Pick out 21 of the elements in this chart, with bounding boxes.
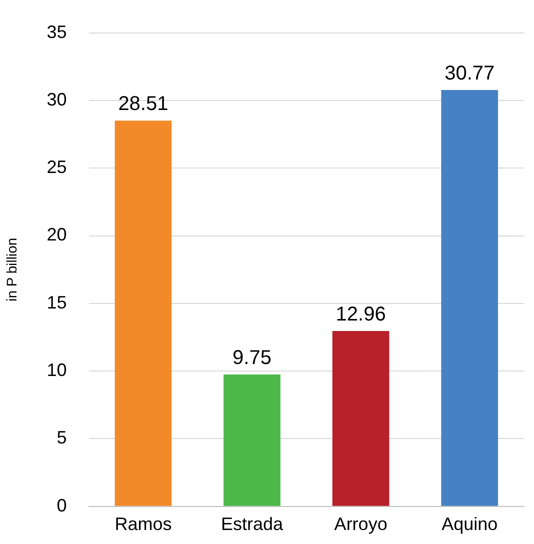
x-tick-label: Ramos <box>114 514 172 534</box>
y-tick-label: 10 <box>46 360 67 380</box>
y-tick-label: 0 <box>56 495 67 516</box>
y-tick-label: 15 <box>46 292 67 312</box>
bar <box>332 331 390 506</box>
y-axis-title: in P billion <box>3 238 20 302</box>
data-label: 28.51 <box>118 93 168 116</box>
y-tick-label: 35 <box>46 22 67 42</box>
y-tick-label: 20 <box>46 224 67 245</box>
bar <box>224 374 280 506</box>
y-tick-label: 5 <box>56 428 67 448</box>
x-tick-label: Aquino <box>442 514 498 534</box>
y-tick-label: 30 <box>46 89 67 110</box>
bar <box>114 120 172 506</box>
y-tick-label: 25 <box>46 157 67 178</box>
x-tick-label: Arroyo <box>334 514 388 534</box>
data-label: 9.75 <box>232 346 272 369</box>
data-label: 12.96 <box>336 304 386 326</box>
data-label: 30.77 <box>444 62 495 85</box>
x-tick-label: Estrada <box>220 514 284 534</box>
bar <box>441 90 498 506</box>
